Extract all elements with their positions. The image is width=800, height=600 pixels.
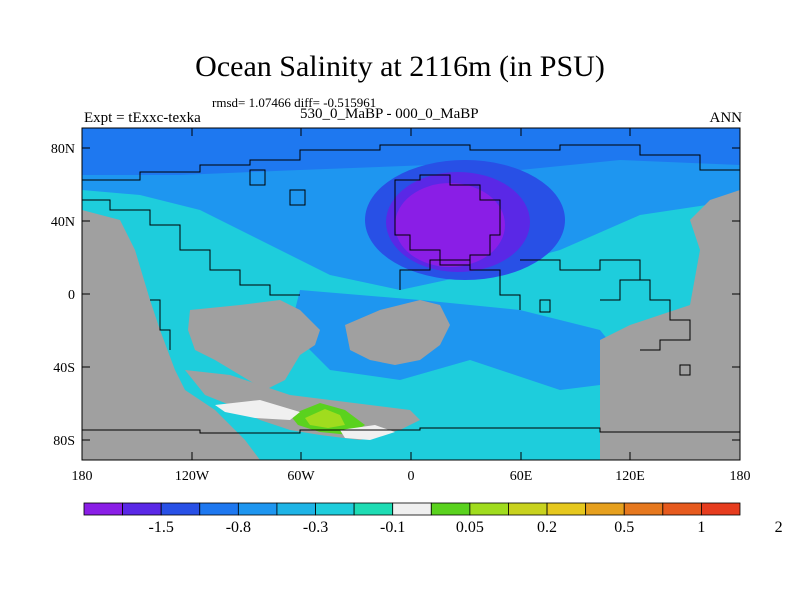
stats-line: rmsd= 1.07466 diff= -0.515961 bbox=[212, 95, 377, 110]
colorbar-swatch bbox=[662, 502, 702, 516]
colorbar-swatch bbox=[353, 502, 394, 516]
ocean-anomaly-arctic bbox=[82, 128, 740, 175]
colorbar-swatch bbox=[160, 502, 201, 516]
salinity-positive-anomaly-core bbox=[305, 409, 345, 428]
lat-label-40n: 40N bbox=[51, 215, 75, 230]
colorbar-label: -1.5 bbox=[149, 519, 174, 536]
colorbar-label: 2 bbox=[775, 519, 783, 536]
lon-label-120e: 120E bbox=[615, 469, 645, 484]
lon-label-180w: 180 bbox=[72, 469, 93, 484]
colorbar-swatch bbox=[508, 502, 548, 516]
colorbar-swatch bbox=[237, 502, 278, 516]
colorbar-swatch bbox=[546, 502, 587, 516]
land-west-continent bbox=[82, 210, 260, 460]
lon-label-180e: 180 bbox=[730, 469, 751, 484]
experiment-label: Expt = tExxc-texka bbox=[84, 110, 201, 126]
lon-label-60e: 60E bbox=[510, 469, 533, 484]
colorbar-swatch bbox=[122, 502, 162, 516]
comparison-label: 530_0_MaBP - 000_0_MaBP bbox=[300, 106, 479, 122]
colorbar-swatch bbox=[199, 502, 239, 516]
land-east-continent bbox=[600, 190, 740, 460]
colorbar-swatch bbox=[83, 502, 123, 516]
season-label: ANN bbox=[709, 110, 743, 126]
colorbar-swatch bbox=[392, 502, 432, 516]
colorbar-label: 1 bbox=[697, 519, 705, 536]
map-title: Ocean Salinity at 2116m (in PSU) bbox=[195, 50, 605, 83]
lon-label-120w: 120W bbox=[175, 469, 210, 484]
colorbar-swatch bbox=[469, 502, 509, 516]
lon-label-60w: 60W bbox=[287, 469, 315, 484]
colorbar-swatch bbox=[276, 502, 316, 516]
colorbar-labels: -1.5 -0.8 -0.3 -0.1 0.05 0.2 0.5 1 2 bbox=[149, 519, 783, 536]
map-plot-area bbox=[82, 128, 740, 460]
coastlines bbox=[82, 144, 740, 434]
colorbar bbox=[83, 502, 741, 516]
colorbar-label: 0.5 bbox=[614, 519, 634, 536]
colorbar-swatch bbox=[430, 502, 471, 516]
colorbar-label: -0.8 bbox=[226, 519, 251, 536]
land-south-america-like bbox=[188, 300, 320, 390]
colorbar-swatch bbox=[623, 502, 664, 516]
lat-label-40s: 40S bbox=[53, 361, 75, 376]
lat-label-0: 0 bbox=[68, 288, 75, 303]
colorbar-label: -0.1 bbox=[380, 519, 405, 536]
colorbar-swatch bbox=[701, 502, 741, 516]
colorbar-swatch bbox=[315, 502, 355, 516]
lat-axis bbox=[82, 147, 740, 441]
near-zero-patch bbox=[215, 400, 300, 420]
lat-label-80s: 80S bbox=[53, 434, 75, 449]
near-zero-patch-2 bbox=[340, 425, 395, 440]
lat-label-80n: 80N bbox=[51, 142, 75, 157]
colorbar-label: -0.3 bbox=[303, 519, 328, 536]
salinity-anomaly-core bbox=[395, 183, 505, 267]
colorbar-label: 0.2 bbox=[537, 519, 557, 536]
colorbar-label: 0.05 bbox=[456, 519, 484, 536]
colorbar-swatch bbox=[585, 502, 625, 516]
land-africa-like bbox=[345, 300, 450, 365]
lon-axis bbox=[191, 128, 631, 460]
lon-label-0: 0 bbox=[408, 469, 415, 484]
